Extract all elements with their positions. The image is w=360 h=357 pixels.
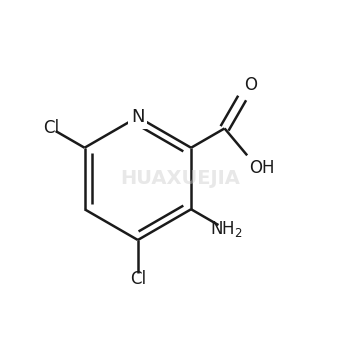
Text: N: N bbox=[131, 108, 145, 126]
Text: Cl: Cl bbox=[43, 120, 59, 137]
Text: HUAXUEJIA: HUAXUEJIA bbox=[120, 169, 240, 188]
Text: O: O bbox=[244, 76, 257, 95]
Text: OH: OH bbox=[249, 159, 274, 177]
Text: NH$_2$: NH$_2$ bbox=[210, 220, 242, 240]
Text: Cl: Cl bbox=[130, 270, 146, 288]
